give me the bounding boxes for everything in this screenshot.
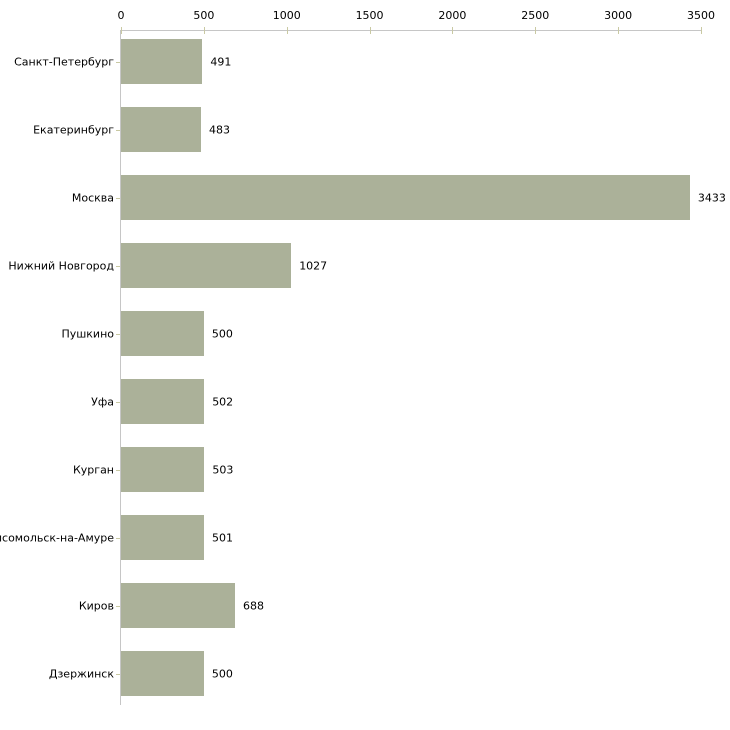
bar-rows: Санкт-Петербург 491 Екатеринбург 483 Москва 3… (0, 28, 726, 708)
bar (121, 107, 202, 152)
x-tick-mark (203, 27, 205, 34)
x-tick-mark (701, 27, 702, 34)
bar (121, 515, 205, 560)
bar (121, 175, 690, 220)
bar-row: Дзержинск 500 (49, 640, 701, 708)
bar-row: Пушкино 500 (61, 300, 701, 368)
value-label: 1027 (299, 259, 328, 273)
y-tick-mark (116, 470, 120, 471)
y-tick-mark (116, 266, 120, 267)
category-label: Уфа (91, 395, 114, 409)
bar (121, 379, 205, 424)
category-label: мсомольск-на-Амуре (0, 531, 114, 545)
x-tick-label: 0 (117, 9, 125, 22)
bar-row: Нижний Новгород 1027 (8, 232, 701, 300)
y-tick-mark (116, 606, 120, 607)
x-tick-label: 1000 (272, 9, 301, 22)
y-tick-mark (116, 130, 120, 131)
value-label: 502 (212, 395, 234, 409)
category-label: Нижний Новгород (8, 259, 114, 273)
x-tick-mark (121, 27, 122, 34)
x-tick-mark (286, 27, 288, 34)
bar-row: Санкт-Петербург 491 (14, 28, 701, 96)
x-tick-mark (535, 27, 537, 34)
y-tick-mark (116, 62, 120, 63)
x-tick-label: 3000 (604, 9, 633, 22)
category-label: Санкт-Петербург (14, 55, 114, 69)
x-tick-label: 2000 (438, 9, 467, 22)
x-tick-mark (618, 27, 620, 34)
bar (121, 243, 292, 288)
bar-row: Курган 503 (73, 436, 701, 504)
x-tick-label: 500 (193, 9, 215, 22)
y-tick-mark (116, 538, 120, 539)
category-label: Москва (71, 191, 114, 205)
y-tick-mark (116, 674, 120, 675)
bar-row: Уфа 502 (91, 368, 701, 436)
category-label: Курган (72, 463, 114, 477)
value-label: 3433 (697, 191, 726, 205)
category-label: Пушкино (61, 327, 114, 341)
bar-row: мсомольск-на-Амуре 501 (0, 504, 701, 572)
x-tick-mark (369, 27, 371, 34)
bar (121, 311, 204, 356)
plot-area: 0 500 1000 1500 2000 2500 3000 3500 Санкт-Петер… (0, 9, 726, 708)
category-label: Дзержинск (48, 667, 114, 681)
value-label: 500 (211, 327, 233, 341)
value-label: 688 (243, 599, 264, 613)
y-tick-mark (116, 402, 120, 403)
y-tick-mark (116, 334, 120, 335)
category-label: Екатеринбург (33, 123, 114, 137)
y-tick-mark (116, 198, 120, 199)
bar-row: Москва 3433 (72, 164, 726, 232)
value-label: 503 (212, 463, 234, 477)
category-label: Киров (78, 599, 114, 613)
bar-row: Екатеринбург 483 (33, 96, 701, 164)
bar (121, 447, 205, 492)
value-label: 501 (212, 531, 234, 545)
value-label: 483 (209, 123, 231, 137)
x-tick-label: 1500 (355, 9, 384, 22)
value-label: 500 (211, 667, 233, 681)
bar (121, 583, 235, 628)
bar (121, 651, 204, 696)
bar (121, 39, 203, 84)
x-tick-label: 3500 (687, 9, 715, 22)
bar-row: Киров 688 (79, 572, 701, 640)
x-tick-label: 2500 (521, 9, 550, 22)
x-tick-mark (452, 27, 454, 34)
value-label: 491 (210, 55, 232, 69)
